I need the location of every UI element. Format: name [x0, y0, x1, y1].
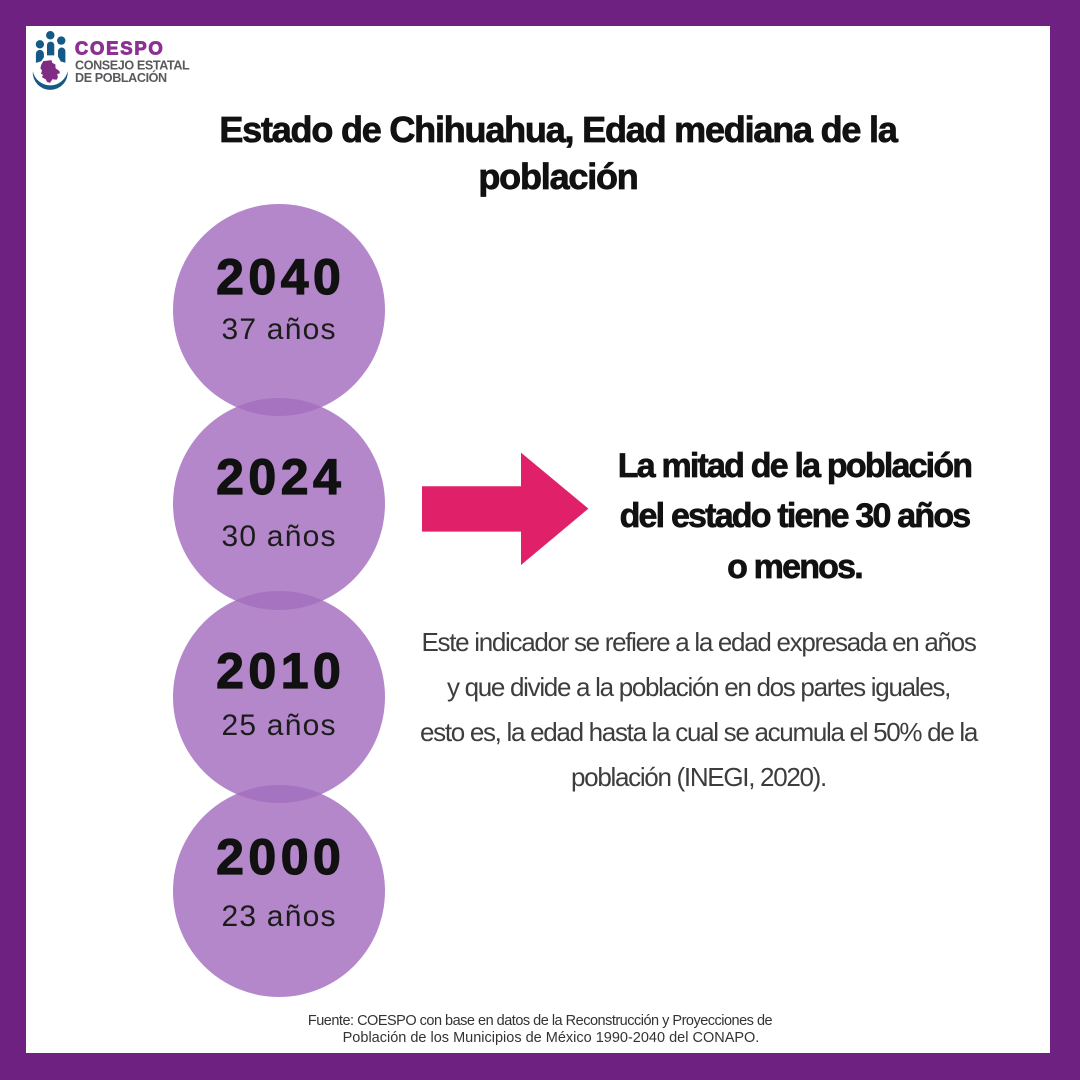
svg-text:DE POBLACIÓN: DE POBLACIÓN — [75, 70, 167, 85]
svg-text:COESPO: COESPO — [75, 37, 165, 58]
svg-text:CONSEJO ESTATAL: CONSEJO ESTATAL — [75, 59, 190, 73]
